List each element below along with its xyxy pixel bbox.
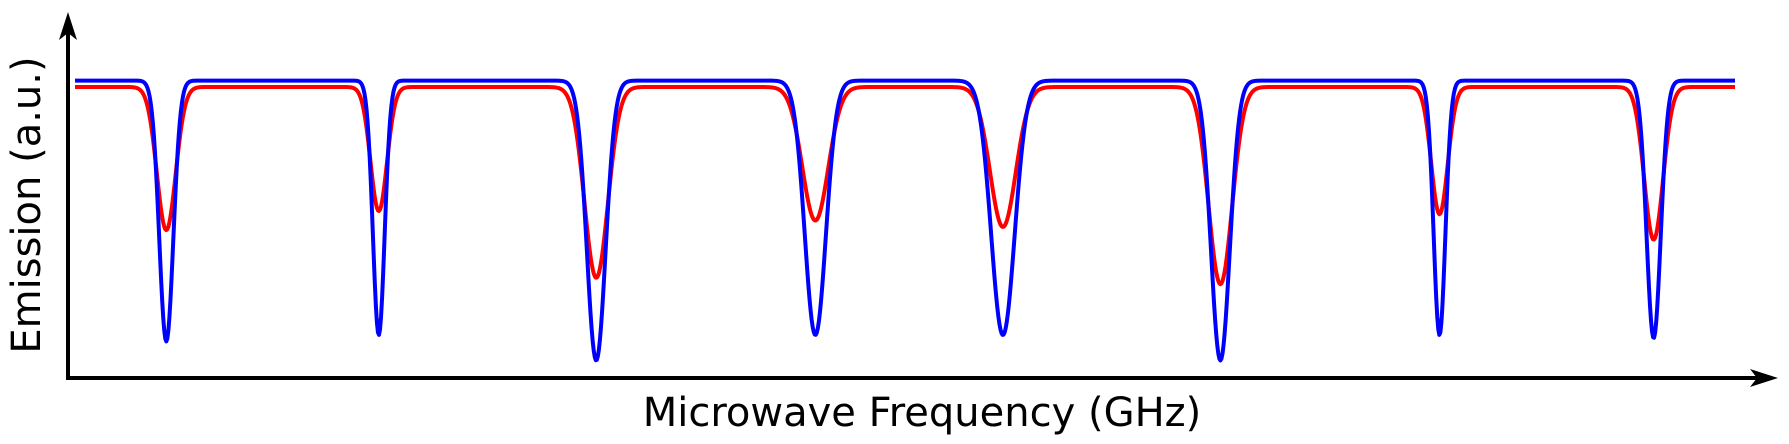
series-line-0 xyxy=(74,84,1736,287)
axes xyxy=(59,12,1778,387)
x-axis-arrowhead xyxy=(1750,369,1778,387)
series-layer xyxy=(74,78,1736,363)
x-axis-label: Microwave Frequency (GHz) xyxy=(643,390,1202,436)
series-line-1 xyxy=(74,78,1736,363)
y-axis-arrowhead xyxy=(59,12,77,40)
y-axis-label: Emission (a.u.) xyxy=(4,56,50,353)
